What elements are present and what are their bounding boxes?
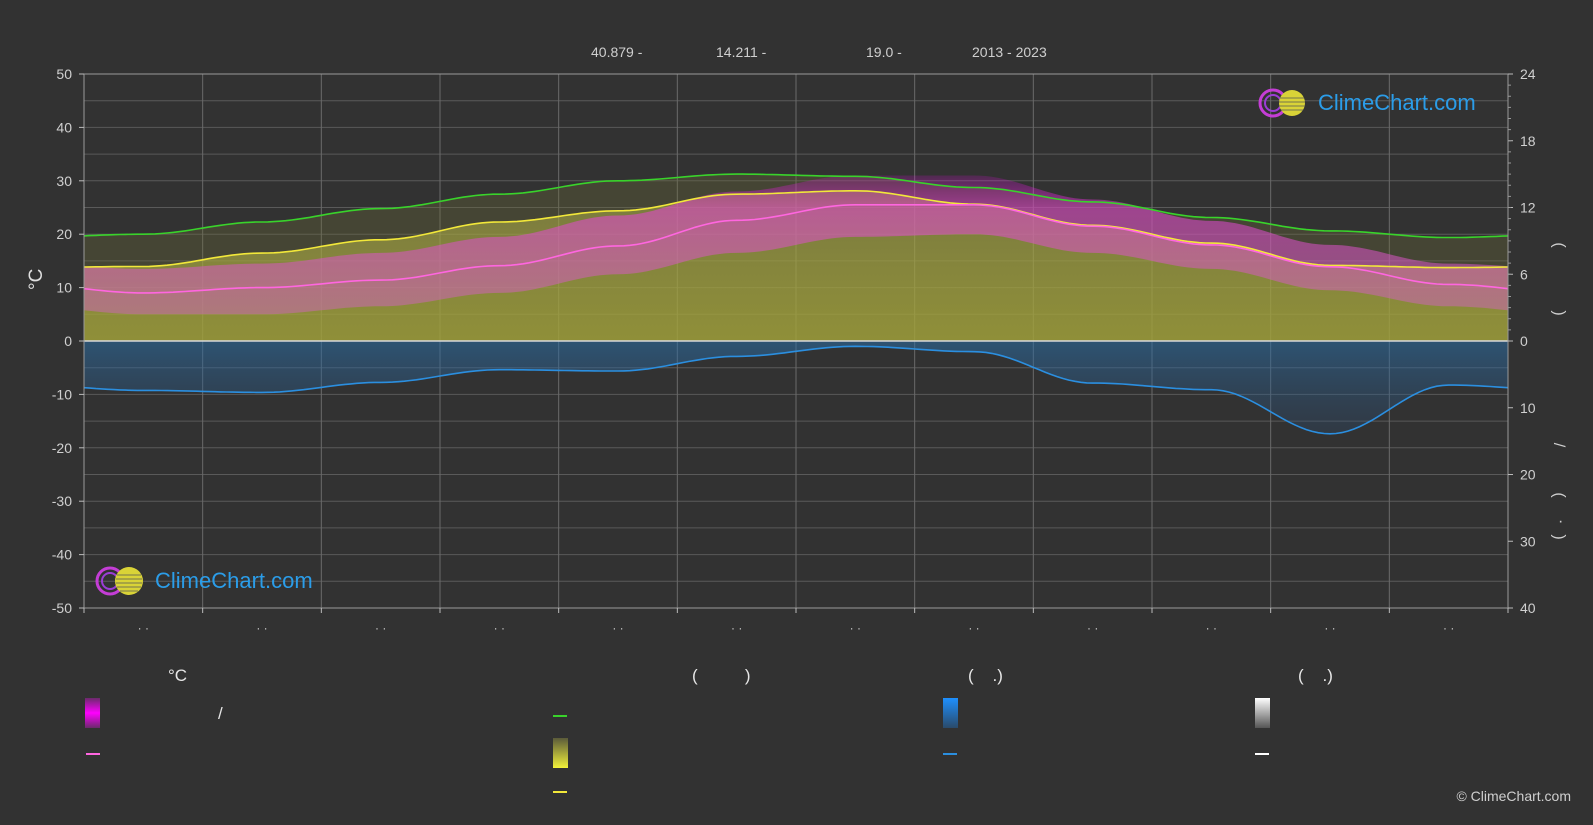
years-label: 2013 - 2023 xyxy=(972,44,1047,60)
left-tick-label: -40 xyxy=(52,547,72,563)
x-tick-label: · · xyxy=(1324,621,1335,635)
right-bottom-tick-label: 20 xyxy=(1520,467,1536,483)
right-top-tick-label: 12 xyxy=(1520,200,1536,216)
left-tick-label: 0 xyxy=(64,333,72,349)
logo-top-right[interactable]: ClimeChart.com xyxy=(1258,88,1476,118)
legend-title-temperature: °C xyxy=(168,666,188,685)
right-bottom-tick-label: 10 xyxy=(1520,400,1536,416)
axes: 50 40 30 20 10 0 -10 -20 -30 -40 -50 24 18 12 6 0 10 20 30… xyxy=(52,66,1536,635)
left-tick-label: 10 xyxy=(56,280,72,296)
x-tick-label: · · xyxy=(1206,621,1217,635)
legend-snow-area-swatch xyxy=(1255,698,1270,728)
right-top-tick-label: 6 xyxy=(1520,266,1528,282)
series-lines xyxy=(84,173,1508,435)
x-tick-label: · · xyxy=(850,621,861,635)
precipitation-line xyxy=(84,345,1508,435)
right-axis-paren-close-2: ) xyxy=(1550,534,1568,540)
left-tick-label: -10 xyxy=(52,386,72,402)
right-top-tick-label: 0 xyxy=(1520,333,1528,349)
temperature-mean-line xyxy=(84,204,1508,294)
left-tick-label: -30 xyxy=(52,493,72,509)
x-tick-label: · · xyxy=(494,621,505,635)
legend-title-sun: ( ) xyxy=(692,666,751,685)
x-tick-label: · · xyxy=(1087,621,1098,635)
left-tick-label: 20 xyxy=(56,226,72,242)
x-tick-label: · · xyxy=(375,621,386,635)
legend-title-snow: ( .) xyxy=(1298,666,1333,685)
right-top-tick-label: 24 xyxy=(1520,66,1536,82)
precipitation-area xyxy=(84,341,1508,434)
left-tick-label: -50 xyxy=(52,600,72,616)
left-tick-label: 30 xyxy=(56,173,72,189)
legend-rain-area-swatch xyxy=(943,698,958,728)
logo-text: ClimeChart.com xyxy=(1318,90,1476,115)
left-tick-label: -20 xyxy=(52,440,72,456)
legend-temp-range-swatch xyxy=(85,698,100,728)
right-top-tick-label: 18 xyxy=(1520,133,1536,149)
logo-icon xyxy=(95,566,143,596)
left-tick-label: 40 xyxy=(56,119,72,135)
logo-icon xyxy=(1258,88,1305,118)
right-axis-dot: · xyxy=(1558,513,1564,530)
x-tick-label: · · xyxy=(968,621,979,635)
right-axis-paren-close: ) xyxy=(1550,310,1568,316)
left-axis-unit: °C xyxy=(26,268,47,290)
logo-bottom-left[interactable]: ClimeChart.com xyxy=(95,565,313,597)
right-axis-slash: / xyxy=(1550,442,1568,448)
right-bottom-tick-label: 30 xyxy=(1520,533,1536,549)
legend-sunshine-area-swatch xyxy=(553,738,568,768)
copyright: © ClimeChart.com xyxy=(1456,788,1571,804)
x-tick-label: · · xyxy=(612,621,623,635)
x-tick-label: · · xyxy=(1443,621,1454,635)
x-tick-label: · · xyxy=(256,621,267,635)
daylight-line xyxy=(84,173,1508,239)
legend-swatches xyxy=(85,698,1270,793)
x-tick-label: · · xyxy=(731,621,742,635)
sunshine-area xyxy=(84,190,1508,341)
logo-text: ClimeChart.com xyxy=(155,568,313,593)
legend-temp-slash: / xyxy=(218,704,223,723)
x-tick-label: · · xyxy=(138,621,149,635)
sunshine-line xyxy=(84,190,1508,269)
latitude-label: 40.879 - xyxy=(591,44,643,60)
legend-title-rain: ( .) xyxy=(968,666,1003,685)
right-bottom-tick-label: 40 xyxy=(1520,600,1536,616)
left-tick-label: 50 xyxy=(56,66,72,82)
elevation-label: 19.0 - xyxy=(866,44,902,60)
longitude-label: 14.211 - xyxy=(716,44,767,60)
right-axis-paren-open-2: ( xyxy=(1550,492,1568,498)
right-axis-paren-open: ( xyxy=(1550,242,1568,248)
